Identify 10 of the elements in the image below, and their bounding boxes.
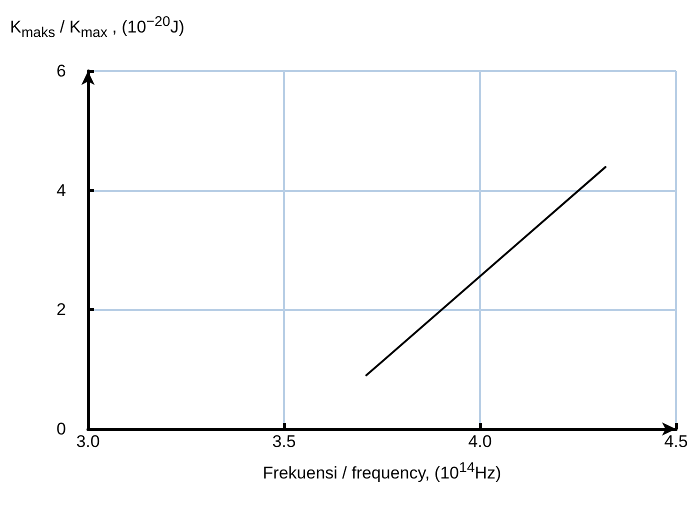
- x-tick-label: 3.0: [76, 432, 100, 451]
- y-tick-label: 6: [56, 62, 66, 80]
- y-tick-label: 2: [56, 300, 66, 320]
- y-axis-title: K$_{maks}$ / K$_{max}$ , (10$^{−20}$J): [10, 14, 184, 42]
- y-tick-label: 4: [56, 180, 66, 200]
- x-axis-title: Frekuensi / frequency, (10$^{14}$Hz): [262, 460, 502, 484]
- x-tick-label: 4.0: [468, 432, 492, 451]
- y-tick-label: 0: [56, 420, 66, 438]
- x-tick-label: 3.5: [272, 432, 296, 451]
- x-tick-label: 4.5: [664, 432, 688, 451]
